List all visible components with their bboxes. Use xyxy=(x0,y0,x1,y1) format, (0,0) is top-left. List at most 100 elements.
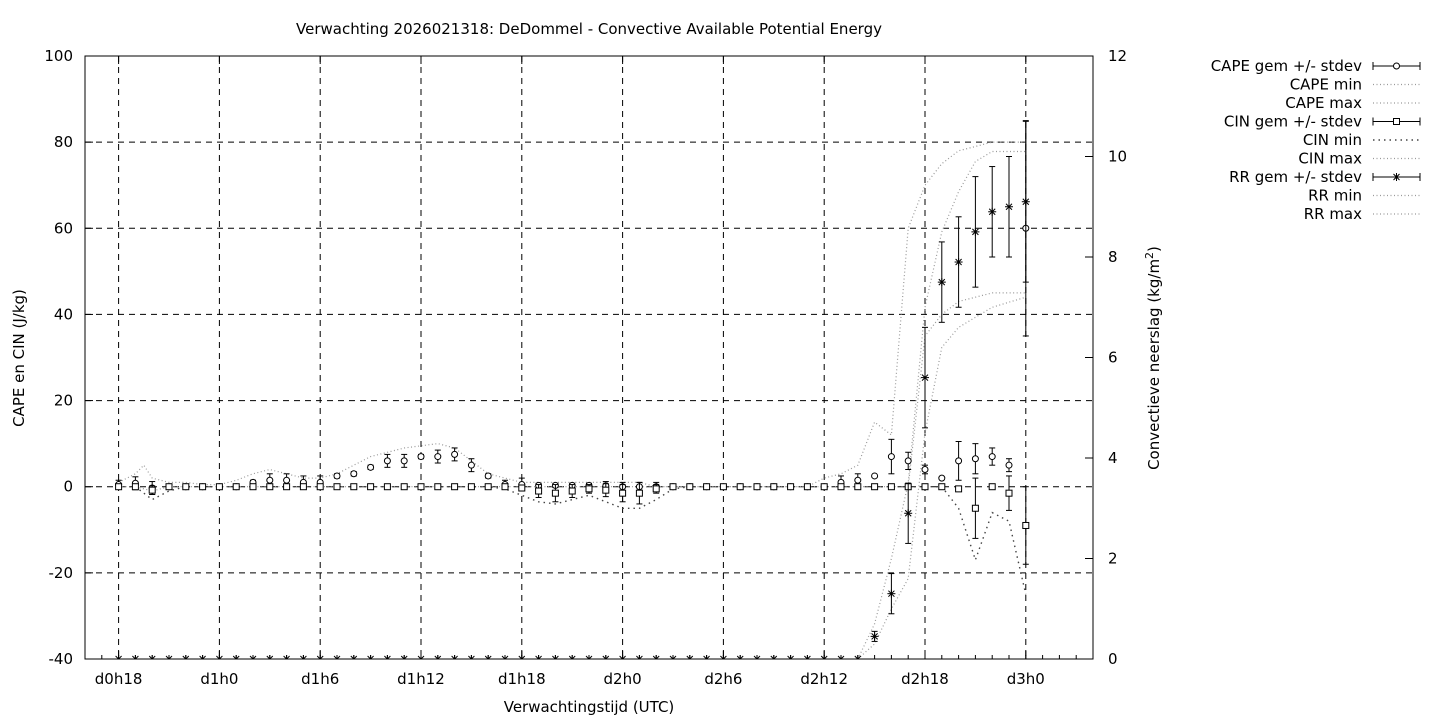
data-point xyxy=(921,373,929,382)
y-axis-label: CAPE en CIN (J/kg) xyxy=(10,289,28,427)
data-point xyxy=(787,483,795,491)
star-stroke xyxy=(333,655,338,659)
y-tick-label: 0 xyxy=(63,478,73,496)
star-stroke xyxy=(199,655,204,659)
data-point xyxy=(333,483,341,491)
star-stroke xyxy=(151,655,156,659)
series-cape-max xyxy=(118,141,1026,488)
data-point xyxy=(585,485,593,493)
star-stroke xyxy=(535,655,540,659)
data-point xyxy=(652,485,660,493)
star-stroke xyxy=(537,655,542,659)
star-stroke xyxy=(504,655,509,659)
series-cape-min xyxy=(118,292,1026,492)
x-tick-label: d1h12 xyxy=(397,670,445,688)
star-stroke xyxy=(638,655,643,659)
data-point xyxy=(753,483,761,491)
data-point xyxy=(820,483,828,491)
star-stroke xyxy=(434,655,439,659)
star-stroke xyxy=(840,655,845,659)
star-stroke xyxy=(319,655,324,659)
star-stroke xyxy=(518,655,523,659)
star-stroke xyxy=(400,655,405,659)
data-point xyxy=(770,483,778,491)
data-point xyxy=(283,476,291,484)
y2-axis-label: Convectieve neerslag (kg/m2) xyxy=(1143,246,1163,470)
star-stroke xyxy=(938,278,946,286)
star-stroke xyxy=(921,374,929,381)
star-stroke xyxy=(269,655,274,659)
star-stroke xyxy=(988,208,996,216)
star-stroke xyxy=(451,655,456,659)
star-stroke xyxy=(820,655,825,659)
star-stroke xyxy=(739,655,744,659)
star-stroke xyxy=(552,655,557,659)
star-stroke xyxy=(353,655,358,659)
data-point xyxy=(904,509,913,518)
data-point xyxy=(619,489,627,497)
star-stroke xyxy=(619,655,624,659)
star-stroke xyxy=(316,655,321,659)
data-point xyxy=(887,483,895,491)
star-stroke xyxy=(672,655,677,659)
data-point xyxy=(938,483,946,491)
y2-axis-label-main: Convectieve neerslag (kg/m xyxy=(1145,259,1163,470)
star-stroke xyxy=(605,655,610,659)
star-stroke xyxy=(487,655,492,659)
star-stroke xyxy=(837,655,842,659)
data-point xyxy=(518,484,526,492)
star-stroke xyxy=(232,655,237,659)
star-stroke xyxy=(470,655,475,659)
y2-tick-label: 8 xyxy=(1108,248,1118,266)
x-tick-label: d2h18 xyxy=(901,670,949,688)
star-stroke xyxy=(369,655,374,659)
star-stroke xyxy=(1005,203,1013,211)
star-stroke xyxy=(689,655,694,659)
min-max-lines xyxy=(118,141,1027,659)
data-point xyxy=(719,483,727,491)
star-stroke xyxy=(823,655,828,659)
data-point xyxy=(703,483,711,491)
data-point xyxy=(988,453,996,461)
data-point xyxy=(182,483,190,491)
data-point xyxy=(199,483,207,491)
star-stroke xyxy=(484,655,489,659)
legend-label: CAPE gem +/- stdev xyxy=(1211,57,1362,75)
y-tick-label: 80 xyxy=(54,133,73,151)
legend-marker xyxy=(1392,173,1401,181)
star-stroke xyxy=(703,655,708,659)
data-point xyxy=(434,483,442,491)
data-point xyxy=(854,483,862,491)
star-stroke xyxy=(148,655,153,659)
y2-tick-label: 10 xyxy=(1108,148,1127,166)
data-point xyxy=(971,504,979,512)
star-stroke xyxy=(554,655,559,659)
star-stroke xyxy=(283,655,288,659)
star-stroke xyxy=(804,655,809,659)
star-stroke xyxy=(437,655,442,659)
star-stroke xyxy=(501,655,506,659)
star-stroke xyxy=(249,655,254,659)
data-point xyxy=(602,486,610,494)
x-tick-label: d2h12 xyxy=(800,670,848,688)
legend-label: CIN max xyxy=(1298,150,1362,168)
star-stroke xyxy=(201,655,206,659)
y2-tick-label: 0 xyxy=(1108,650,1118,668)
data-point xyxy=(383,483,391,491)
data-point xyxy=(350,483,358,491)
data-point xyxy=(686,483,694,491)
data-point xyxy=(988,483,996,491)
data-point xyxy=(568,487,576,495)
star-stroke xyxy=(568,655,573,659)
star-stroke xyxy=(132,655,137,659)
y2-tick-label: 6 xyxy=(1108,349,1118,367)
star-stroke xyxy=(417,655,422,659)
axis-ticks: d0h18 d1h0 d1h6 d1h12 d1h18 d2h0 d2h6 d2h12 d2h1… xyxy=(44,47,1127,688)
legend-marker xyxy=(1393,118,1400,125)
x-tick-label: d3h0 xyxy=(1007,670,1045,688)
star-stroke xyxy=(585,655,590,659)
series-rr-max xyxy=(857,150,1026,659)
data-point xyxy=(954,258,963,267)
data-point xyxy=(266,476,274,484)
